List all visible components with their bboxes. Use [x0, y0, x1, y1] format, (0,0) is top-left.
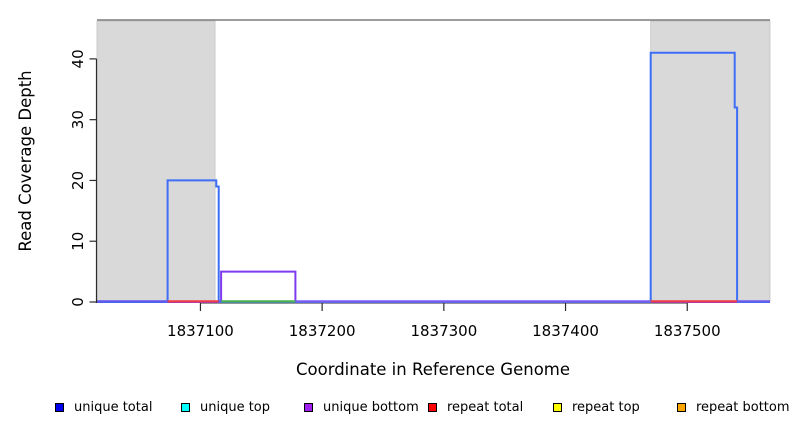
legend-label: unique total: [74, 399, 153, 415]
legend-swatch: [677, 402, 686, 412]
legend: unique total unique top unique bottom repea…: [0, 398, 792, 420]
legend-label: unique top: [200, 399, 271, 415]
legend-item-unique-total: unique total: [55, 398, 152, 416]
y-tick-label: 0: [69, 297, 87, 307]
coverage-plot-canvas: 0 10 20 30 40 1837100 1837200 1837300 1837400 183…: [16, 19, 771, 379]
legend-item-unique-top: unique top: [181, 398, 270, 416]
legend-swatch: [55, 402, 64, 412]
legend-item-unique-bottom: unique bottom: [304, 398, 419, 416]
plot-layers: 0 10 20 30 40 1837100 1837200 1837300 1837400 183…: [69, 19, 771, 340]
legend-label: repeat total: [447, 399, 524, 415]
x-tick-label: 1837300: [410, 322, 477, 340]
legend-swatch: [181, 402, 190, 412]
y-tick-label: 20: [69, 171, 87, 190]
legend-item-repeat-top: repeat top: [553, 398, 640, 416]
masked-region: [96, 20, 216, 303]
y-tick-label: 30: [69, 110, 87, 129]
legend-swatch: [553, 402, 562, 412]
x-tick-label: 1837500: [654, 322, 721, 340]
x-tick-label: 1837400: [532, 322, 599, 340]
x-axis-title: Coordinate in Reference Genome: [296, 360, 570, 379]
x-tick-label: 1837200: [289, 322, 356, 340]
y-tick-label: 10: [69, 232, 87, 251]
x-tick-label: 1837100: [167, 322, 234, 340]
y-axis-title: Read Coverage Depth: [16, 70, 35, 251]
legend-swatch: [304, 402, 313, 412]
masked-region: [650, 20, 771, 303]
legend-swatch: [428, 402, 437, 412]
y-tick-label: 40: [69, 49, 87, 68]
legend-item-repeat-total: repeat total: [428, 398, 523, 416]
legend-label: repeat top: [572, 399, 640, 415]
legend-item-repeat-bottom: repeat bottom: [677, 398, 790, 416]
legend-label: unique bottom: [323, 399, 419, 415]
legend-label: repeat bottom: [696, 399, 790, 415]
